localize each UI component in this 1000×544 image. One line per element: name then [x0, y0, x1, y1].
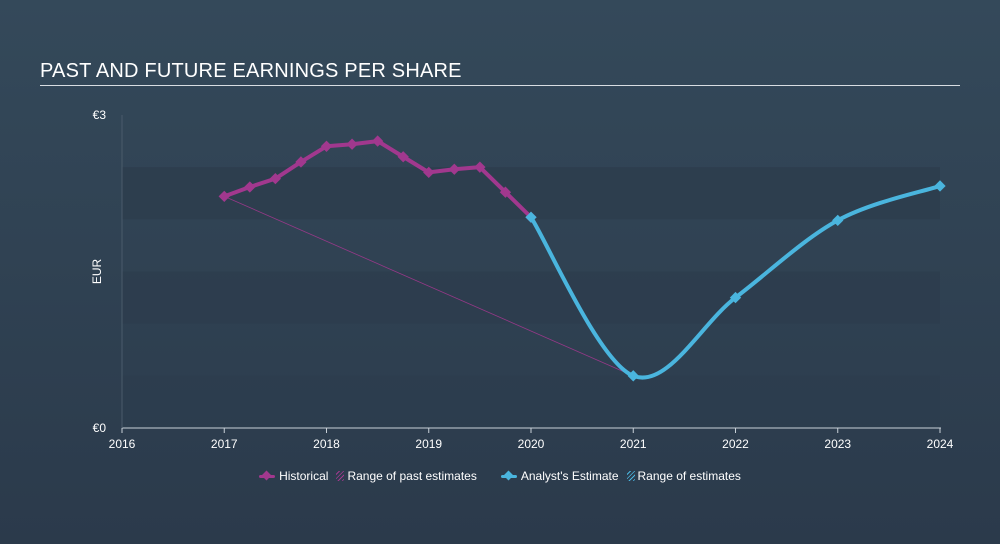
axes: 2016 2017 2018 2019 2020 2021 2022 2023 2024 €3 €0…: [90, 108, 954, 451]
historical-point: [244, 181, 256, 193]
x-tick-label: 2022: [722, 437, 749, 451]
series-layer: [218, 135, 946, 382]
historical-point: [269, 172, 282, 185]
x-tick-label: 2017: [211, 437, 238, 451]
x-tick-label: 2023: [824, 437, 851, 451]
legend-estimate-range-swatch: [626, 471, 635, 481]
estimate-series-line: [529, 183, 942, 380]
bg-band-0: [122, 167, 940, 220]
historical-point: [346, 138, 358, 150]
x-tick-label: 2018: [313, 437, 340, 451]
legend-estimate-label: Analyst's Estimate: [520, 469, 619, 483]
estimate-point: [832, 214, 844, 227]
y-tick-label: €3: [93, 108, 107, 122]
chart-title: PAST AND FUTURE EARNINGS PER SHARE: [40, 60, 462, 82]
estimate-point: [934, 180, 946, 192]
x-tick-label: 2021: [620, 437, 647, 451]
past-estimate-range-line: [224, 196, 634, 377]
x-tick-label: 2016: [109, 437, 136, 451]
legend: Historical Range of past estimates Analy…: [0, 469, 1000, 483]
bg-band-1: [122, 271, 940, 324]
background-bands: [122, 167, 940, 428]
legend-past-range-label: Range of past estimates: [347, 469, 477, 483]
y-axis-label: EUR: [90, 259, 104, 285]
estimate-point: [525, 211, 537, 223]
x-tick-label: 2019: [415, 437, 442, 451]
legend-estimate-swatch: [500, 471, 517, 481]
x-tick-label: 2024: [927, 437, 954, 451]
historical-point: [295, 156, 307, 168]
bg-band-2: [122, 375, 940, 428]
legend-past-range-swatch: [336, 471, 345, 481]
legend-historical-swatch: [259, 471, 276, 481]
estimate-point: [729, 291, 742, 304]
historical-point: [397, 151, 409, 163]
estimate-point: [627, 370, 639, 382]
title-divider: [40, 85, 960, 86]
historical-point: [218, 190, 230, 203]
y-tick-label: €0: [93, 421, 107, 435]
x-tick-label: 2020: [518, 437, 545, 451]
historical-point: [499, 186, 512, 198]
legend-past-range[interactable]: Range of past estimates: [336, 469, 477, 483]
historical-point: [448, 163, 460, 175]
legend-historical[interactable]: Historical: [259, 469, 328, 483]
historical-point: [423, 166, 435, 179]
historical-point: [320, 140, 333, 152]
legend-historical-label: Historical: [279, 469, 329, 483]
legend-estimate-range[interactable]: Range of estimates: [626, 469, 741, 483]
historical-point: [474, 161, 486, 173]
legend-estimate[interactable]: Analyst's Estimate: [500, 469, 619, 483]
historical-point: [371, 135, 384, 147]
legend-estimate-range-label: Range of estimates: [637, 469, 741, 483]
